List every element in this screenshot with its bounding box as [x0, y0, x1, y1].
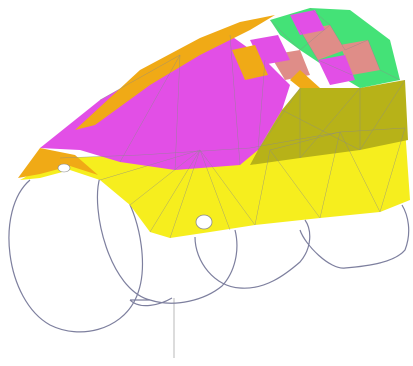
orange-patch-1 — [232, 45, 268, 80]
salmon-patch-2 — [340, 40, 380, 75]
magenta-dome-panel — [40, 35, 290, 170]
olive-side-panel — [250, 80, 408, 165]
magenta-patch-2 — [318, 55, 355, 85]
orange-edge-panel — [18, 148, 98, 178]
orange-patch-2 — [290, 70, 320, 88]
cross-section-outlines — [8, 176, 410, 333]
shell-surface — [18, 8, 410, 238]
mesh-triangulation — [59, 7, 406, 239]
hole-marker — [195, 214, 213, 230]
orange-band-panel — [75, 15, 275, 130]
salmon-patch-1 — [300, 25, 345, 60]
magenta-patch-3 — [290, 10, 325, 35]
hole-marker — [57, 163, 71, 173]
